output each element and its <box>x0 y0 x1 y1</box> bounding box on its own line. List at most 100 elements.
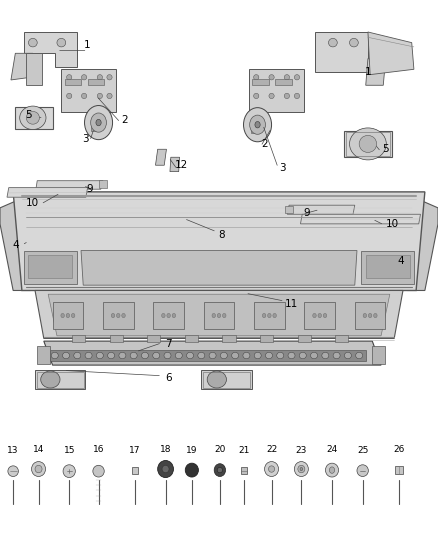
Text: 5: 5 <box>25 110 32 119</box>
Ellipse shape <box>244 108 272 142</box>
Bar <box>50 350 366 361</box>
Ellipse shape <box>28 38 37 47</box>
Ellipse shape <box>300 467 303 471</box>
Text: 8: 8 <box>218 230 225 239</box>
Text: 2: 2 <box>121 115 128 125</box>
Ellipse shape <box>217 467 223 473</box>
Ellipse shape <box>41 371 60 388</box>
Bar <box>147 335 160 342</box>
Ellipse shape <box>217 313 221 318</box>
Ellipse shape <box>97 75 102 80</box>
Ellipse shape <box>220 352 227 359</box>
Ellipse shape <box>268 466 275 472</box>
Bar <box>110 335 123 342</box>
Ellipse shape <box>185 463 198 477</box>
Bar <box>346 132 390 156</box>
Polygon shape <box>36 181 103 189</box>
Text: 24: 24 <box>326 445 338 454</box>
Polygon shape <box>24 32 77 67</box>
Bar <box>37 372 84 388</box>
Polygon shape <box>315 32 368 72</box>
Ellipse shape <box>8 466 18 477</box>
Text: 2: 2 <box>261 139 268 149</box>
Ellipse shape <box>172 313 176 318</box>
Bar <box>99 180 107 188</box>
Text: 4: 4 <box>397 256 404 266</box>
Bar <box>185 335 198 342</box>
Ellipse shape <box>35 465 42 473</box>
Text: 22: 22 <box>266 445 277 454</box>
Text: 20: 20 <box>214 445 226 454</box>
Ellipse shape <box>254 75 259 80</box>
Ellipse shape <box>350 128 386 160</box>
Ellipse shape <box>119 352 126 359</box>
Text: 14: 14 <box>33 445 44 454</box>
Ellipse shape <box>81 75 87 80</box>
Ellipse shape <box>108 352 115 359</box>
Ellipse shape <box>66 313 70 318</box>
Text: 12: 12 <box>175 160 188 170</box>
Bar <box>153 302 184 329</box>
Ellipse shape <box>299 352 306 359</box>
Text: 10: 10 <box>385 219 399 229</box>
Polygon shape <box>15 107 53 129</box>
Polygon shape <box>361 251 414 284</box>
Ellipse shape <box>96 119 101 126</box>
Bar <box>88 79 104 85</box>
Text: 1: 1 <box>364 67 371 77</box>
Ellipse shape <box>329 467 335 473</box>
Bar <box>132 467 138 474</box>
Bar <box>204 302 234 329</box>
Polygon shape <box>366 59 385 85</box>
Ellipse shape <box>368 313 372 318</box>
Ellipse shape <box>207 371 226 388</box>
Bar <box>355 302 385 329</box>
Ellipse shape <box>71 313 75 318</box>
Bar <box>297 335 311 342</box>
Ellipse shape <box>63 465 75 478</box>
Bar <box>366 255 410 278</box>
Ellipse shape <box>359 135 377 152</box>
Polygon shape <box>0 195 31 290</box>
Ellipse shape <box>288 352 295 359</box>
Ellipse shape <box>269 75 274 80</box>
Bar <box>285 206 293 213</box>
Ellipse shape <box>374 313 377 318</box>
Ellipse shape <box>117 313 120 318</box>
Text: 17: 17 <box>129 446 141 455</box>
Ellipse shape <box>350 38 358 47</box>
Ellipse shape <box>344 352 351 359</box>
Polygon shape <box>11 53 33 80</box>
Ellipse shape <box>277 352 284 359</box>
Bar <box>275 79 292 85</box>
Polygon shape <box>61 69 116 112</box>
Ellipse shape <box>158 461 173 478</box>
Polygon shape <box>201 370 252 389</box>
Polygon shape <box>13 192 425 290</box>
Ellipse shape <box>223 313 226 318</box>
Text: 21: 21 <box>238 446 250 455</box>
Ellipse shape <box>51 352 58 359</box>
Ellipse shape <box>93 465 104 477</box>
Ellipse shape <box>273 313 276 318</box>
Ellipse shape <box>322 352 329 359</box>
Polygon shape <box>81 251 357 285</box>
Text: 15: 15 <box>64 446 75 455</box>
Ellipse shape <box>67 75 72 80</box>
Text: 16: 16 <box>93 445 104 454</box>
Ellipse shape <box>57 38 66 47</box>
Ellipse shape <box>20 106 46 130</box>
Ellipse shape <box>96 352 103 359</box>
Bar <box>304 302 335 329</box>
Ellipse shape <box>61 313 64 318</box>
Bar <box>53 302 83 329</box>
Ellipse shape <box>268 313 271 318</box>
Ellipse shape <box>333 352 340 359</box>
Ellipse shape <box>26 111 39 124</box>
Ellipse shape <box>209 352 216 359</box>
Bar <box>252 79 269 85</box>
Ellipse shape <box>323 313 327 318</box>
Polygon shape <box>35 290 403 338</box>
Bar <box>91 126 97 131</box>
Ellipse shape <box>85 352 92 359</box>
